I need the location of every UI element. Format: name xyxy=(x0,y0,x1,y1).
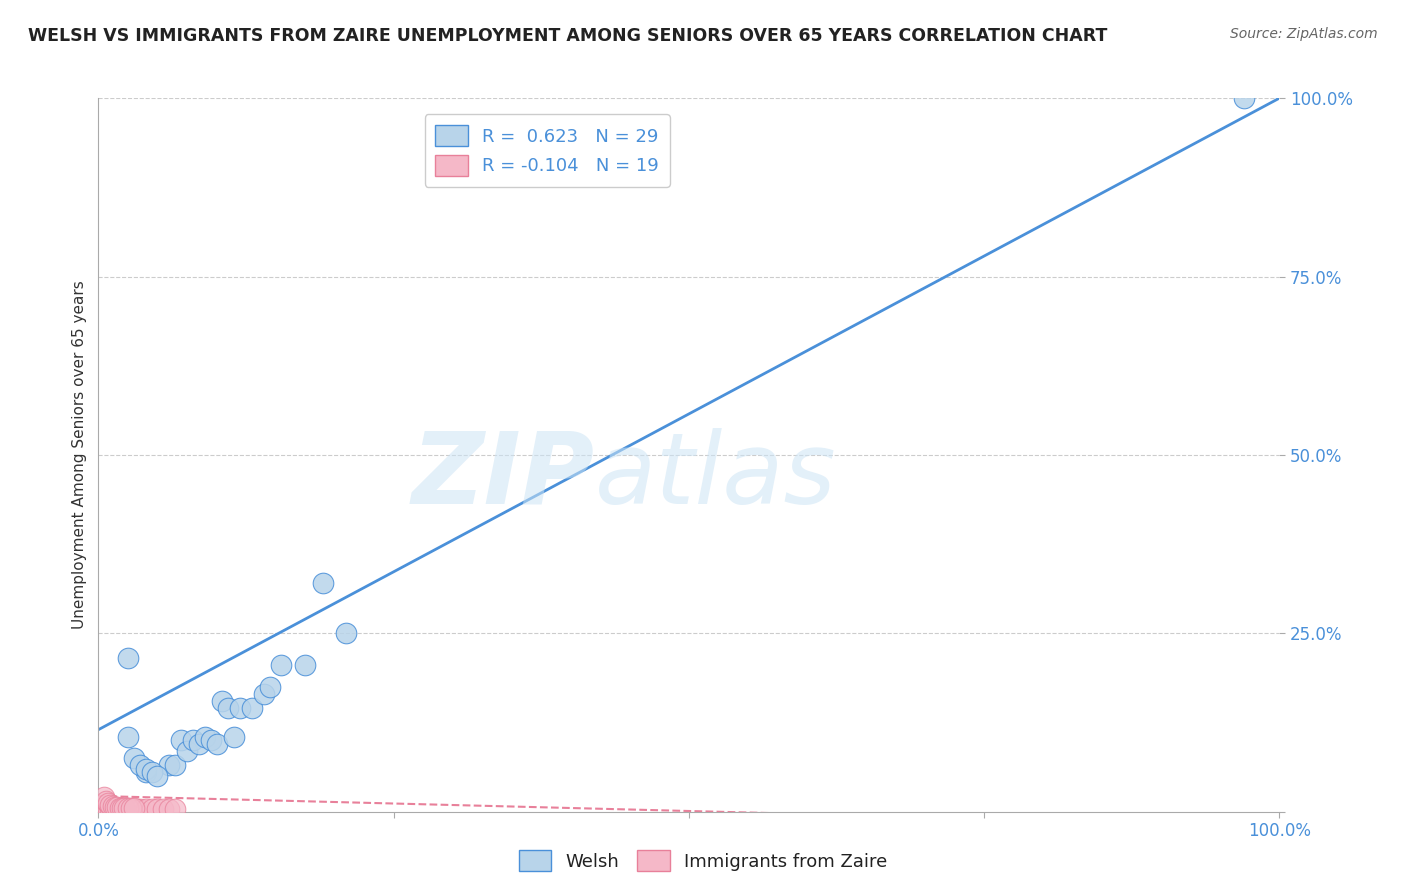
Point xyxy=(229,701,252,715)
Point xyxy=(259,680,281,694)
Point xyxy=(224,730,246,744)
Point xyxy=(127,802,149,816)
Point xyxy=(93,790,115,805)
Point xyxy=(152,802,174,816)
Point xyxy=(135,765,157,780)
Point xyxy=(141,802,163,816)
Point xyxy=(240,701,263,715)
Text: Source: ZipAtlas.com: Source: ZipAtlas.com xyxy=(1230,27,1378,41)
Point xyxy=(101,802,124,816)
Point xyxy=(211,694,233,708)
Point xyxy=(93,802,115,816)
Point xyxy=(105,800,128,814)
Point xyxy=(335,626,357,640)
Point xyxy=(194,730,217,744)
Point xyxy=(135,762,157,776)
Point xyxy=(217,701,239,715)
Point xyxy=(121,802,143,816)
Point xyxy=(111,802,134,816)
Point xyxy=(101,799,124,814)
Point xyxy=(270,658,292,673)
Legend: Welsh, Immigrants from Zaire: Welsh, Immigrants from Zaire xyxy=(512,843,894,879)
Point xyxy=(141,765,163,780)
Point xyxy=(200,733,222,747)
Point xyxy=(98,797,121,812)
Point xyxy=(253,687,276,701)
Point xyxy=(170,733,193,747)
Point xyxy=(97,796,120,810)
Y-axis label: Unemployment Among Seniors over 65 years: Unemployment Among Seniors over 65 years xyxy=(72,281,87,629)
Point xyxy=(111,801,134,815)
Point xyxy=(98,802,121,816)
Point xyxy=(97,802,120,816)
Point xyxy=(157,758,180,772)
Point xyxy=(135,802,157,816)
Point xyxy=(165,758,187,772)
Point xyxy=(146,802,169,816)
Point xyxy=(112,801,135,815)
Point xyxy=(121,801,143,815)
Legend: R =  0.623   N = 29, R = -0.104   N = 19: R = 0.623 N = 29, R = -0.104 N = 19 xyxy=(425,114,669,186)
Point xyxy=(165,802,187,816)
Point xyxy=(128,758,150,772)
Point xyxy=(105,802,128,816)
Point xyxy=(1233,91,1256,105)
Text: atlas: atlas xyxy=(595,428,837,524)
Point xyxy=(108,801,131,815)
Point xyxy=(205,737,228,751)
Text: ZIP: ZIP xyxy=(412,428,595,524)
Point xyxy=(122,801,145,815)
Point xyxy=(117,651,139,665)
Point xyxy=(117,802,139,816)
Point xyxy=(128,802,150,816)
Point xyxy=(146,769,169,783)
Point xyxy=(122,802,145,816)
Point xyxy=(94,794,117,808)
Point xyxy=(181,733,204,747)
Point xyxy=(122,751,145,765)
Point xyxy=(294,658,316,673)
Point xyxy=(176,744,198,758)
Point xyxy=(112,800,135,814)
Point xyxy=(157,802,180,816)
Point xyxy=(104,799,127,814)
Point xyxy=(117,730,139,744)
Point xyxy=(108,802,131,816)
Point xyxy=(117,801,139,815)
Point xyxy=(187,737,209,751)
Text: WELSH VS IMMIGRANTS FROM ZAIRE UNEMPLOYMENT AMONG SENIORS OVER 65 YEARS CORRELAT: WELSH VS IMMIGRANTS FROM ZAIRE UNEMPLOYM… xyxy=(28,27,1108,45)
Point xyxy=(312,576,335,591)
